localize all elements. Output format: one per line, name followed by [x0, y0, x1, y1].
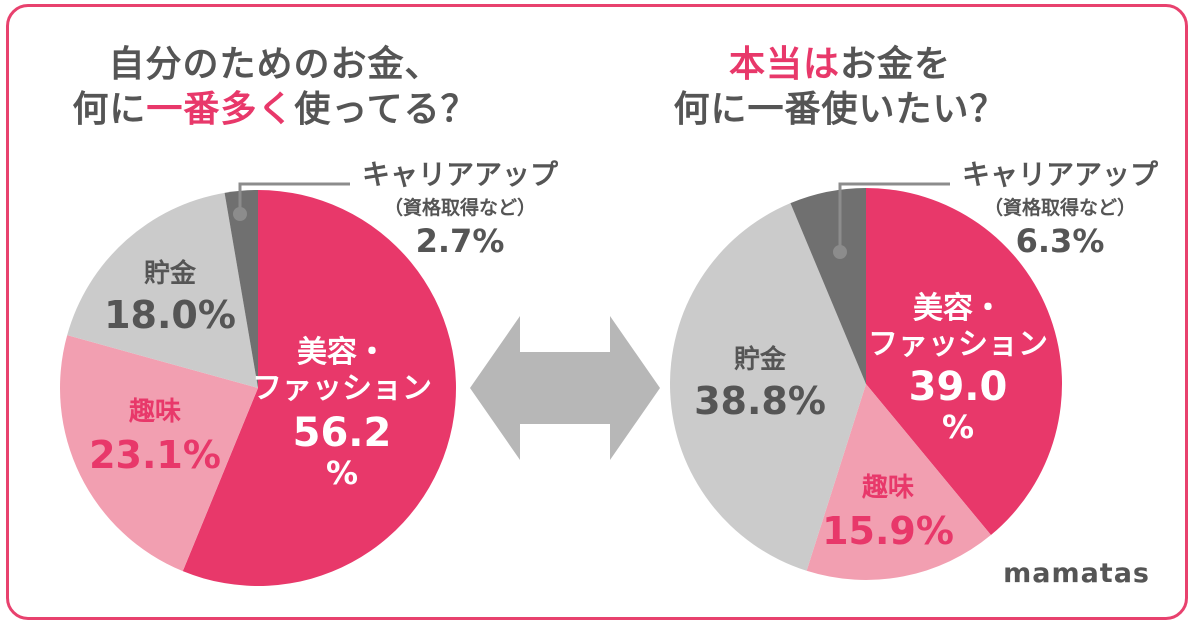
pie1-label-hobby: 趣味 — [128, 397, 181, 427]
pie2-value-fashion: 39.0 — [909, 364, 1008, 410]
pie2-label-fashion-2: ファッション — [868, 327, 1048, 362]
pie1-label-fashion-2: ファッション — [252, 371, 432, 406]
pie1-label-fashion-1: 美容・ — [297, 335, 387, 370]
left-title-highlight: 一番多く — [146, 89, 295, 130]
pie2-value-career: 6.3% — [1016, 222, 1105, 260]
pie1-value-savings: 18.0% — [104, 293, 236, 337]
left-title-line2: 何に一番多く使ってる？ — [40, 87, 510, 132]
pie1-value-career: 2.7% — [416, 222, 505, 260]
left-title-pre: 何に — [72, 89, 147, 130]
pie2-leader-line — [838, 182, 950, 252]
pie1-value-fashion-unit: % — [326, 454, 358, 492]
pie2-slice-career — [790, 188, 866, 384]
left-chart-title: 自分のためのお金、 何に一番多く使ってる？ — [40, 42, 510, 132]
pie2-label-fashion-1: 美容・ — [913, 291, 1003, 326]
right-chart-title: 本当はお金を 何に一番使いたい？ — [640, 42, 1040, 132]
card-frame — [6, 4, 1188, 620]
right-title-post: お金を — [840, 44, 952, 85]
pie1-value-fashion: 56.2 — [293, 410, 392, 456]
pie2-slice-hobby — [806, 384, 991, 580]
pie2-label-hobby: 趣味 — [861, 473, 914, 503]
pie1-label-savings: 貯金 — [144, 258, 197, 289]
pie1-leader-dot — [233, 207, 247, 221]
pie2-value-hobby: 15.9% — [822, 509, 954, 553]
pie2-label-savings: 貯金 — [734, 344, 787, 375]
left-title-line1: 自分のためのお金、 — [108, 44, 442, 85]
pie1-slice-career — [224, 190, 258, 388]
pie2-value-savings: 38.8% — [694, 379, 826, 423]
pie1-slice-hobby — [59, 335, 259, 572]
pie1-slice-fashion — [182, 190, 457, 586]
pie1-sublabel-career: （資格取得など） — [384, 196, 536, 219]
pie2-label-career: キャリアアップ — [962, 158, 1159, 191]
pie1-label-career: キャリアアップ — [362, 158, 559, 191]
pie2-leader-dot — [833, 245, 847, 259]
pie2-value-fashion-unit: % — [942, 408, 974, 446]
right-title-line1: 本当はお金を — [640, 42, 1040, 87]
brand-logo: mamatas — [1003, 558, 1150, 589]
pie2-sublabel-career: （資格取得など） — [984, 196, 1136, 219]
pie1-leader-line — [238, 182, 350, 214]
pie2-slice-savings — [670, 203, 866, 571]
pie1-slice-savings — [67, 192, 258, 388]
double-arrow-icon — [470, 316, 660, 460]
left-title-post: 使ってる？ — [294, 89, 478, 130]
pie2-slice-fashion — [866, 188, 1062, 536]
pie1-value-hobby: 23.1% — [89, 433, 221, 477]
right-title-highlight: 本当は — [728, 44, 840, 85]
right-title-line2: 何に一番使いたい？ — [673, 89, 1007, 130]
